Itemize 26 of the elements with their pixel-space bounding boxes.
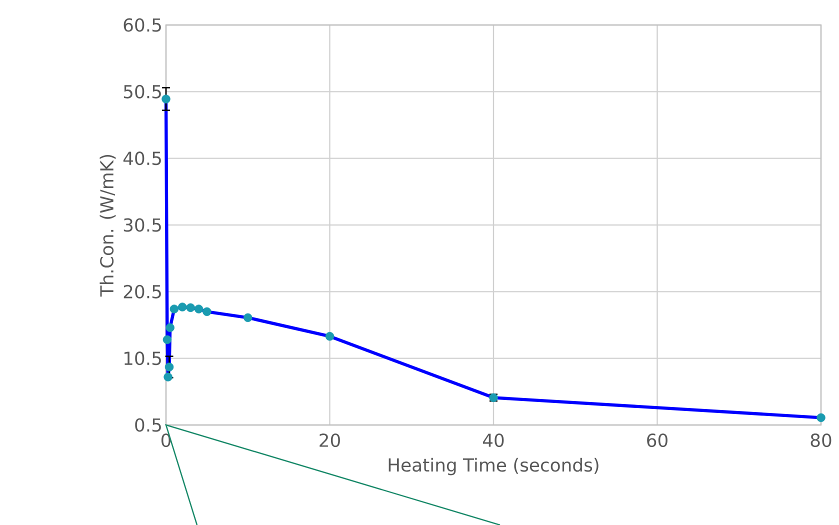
y-axis-title: Th.Con. (W/mK) bbox=[100, 154, 116, 297]
x-tick-label: 40 bbox=[482, 434, 504, 448]
point bbox=[202, 307, 212, 316]
point bbox=[178, 302, 187, 312]
y-tick-label: 0.5 bbox=[135, 418, 161, 432]
point bbox=[162, 94, 170, 104]
point bbox=[194, 304, 204, 314]
x-axis-title: Heating Time (seconds) bbox=[388, 458, 598, 476]
y-tick-label: 60.5 bbox=[124, 18, 161, 32]
y-tick-label: 20.5 bbox=[124, 284, 161, 298]
x-tick-label: 60 bbox=[647, 434, 668, 448]
point bbox=[325, 332, 334, 341]
y-tick-label: 30.5 bbox=[124, 218, 161, 232]
x-tick-label: 20 bbox=[320, 434, 340, 448]
point bbox=[243, 313, 252, 322]
x-tick-label: 80 bbox=[810, 434, 832, 448]
y-tick-label: 50.5 bbox=[124, 84, 161, 98]
point bbox=[170, 304, 179, 314]
y-tick-label: 10.5 bbox=[124, 352, 161, 366]
y-tick-label: 40.5 bbox=[123, 152, 161, 166]
point bbox=[186, 303, 195, 312]
point bbox=[166, 323, 174, 332]
point bbox=[816, 413, 826, 422]
point bbox=[164, 362, 174, 372]
point bbox=[162, 335, 172, 344]
point bbox=[164, 372, 172, 382]
